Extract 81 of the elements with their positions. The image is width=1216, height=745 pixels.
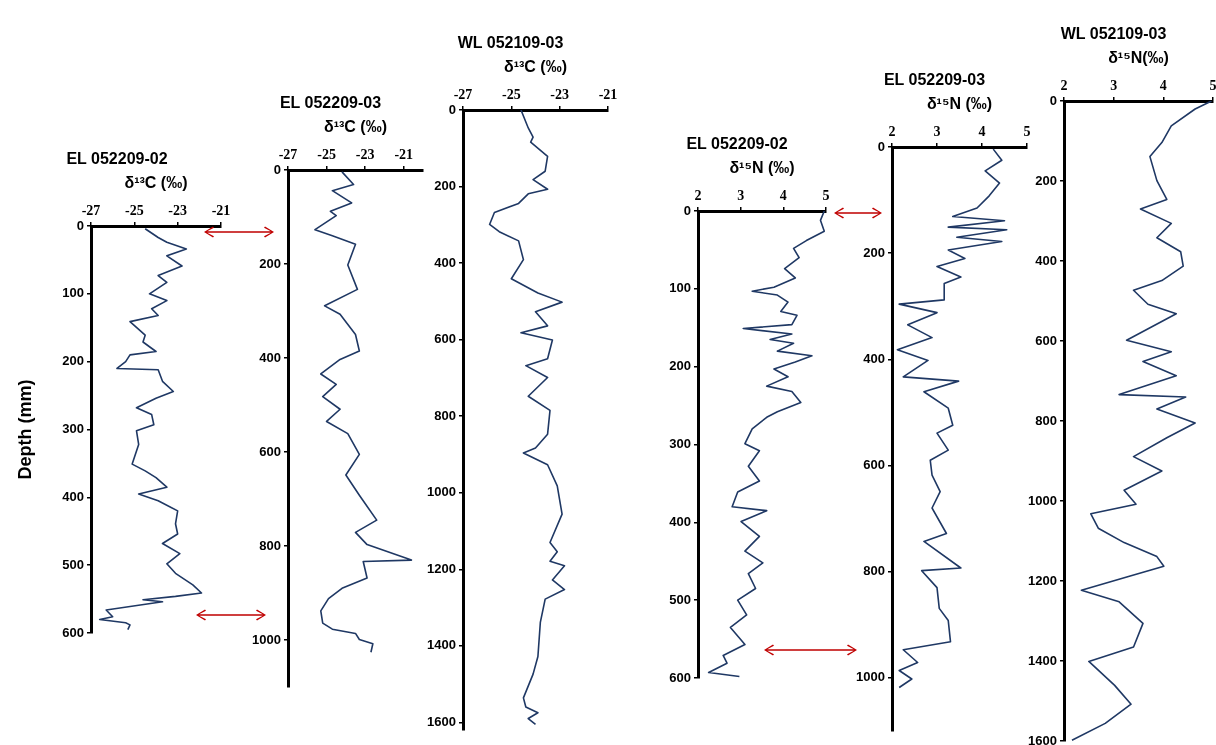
y-tick-label: 300 [669, 436, 691, 452]
y-tick-label: 500 [669, 591, 691, 607]
y-tick-label: 1400 [427, 637, 456, 653]
x-tick-label: 4 [978, 124, 986, 140]
y-tick-label: 1200 [427, 560, 456, 576]
x-tick-label: -23 [168, 203, 187, 219]
chart-title: WL 052109-03 [457, 34, 564, 52]
chart-title: EL 052209-02 [686, 135, 788, 153]
x-tick-label: 5 [1209, 78, 1216, 94]
y-tick-label: 0 [1049, 92, 1057, 108]
x-tick-label: -21 [394, 147, 414, 163]
x-tick-label: -25 [502, 87, 521, 103]
y-tick-label: 1600 [1028, 732, 1057, 745]
y-tick-label: 1000 [252, 631, 281, 647]
y-tick-label: 800 [434, 407, 456, 423]
x-tick-label: -25 [317, 147, 336, 163]
y-tick-label: 800 [1035, 412, 1057, 428]
y-tick-label: 1000 [856, 669, 885, 685]
x-axis-title: δ¹³C (‰) [323, 118, 388, 136]
y-tick-label: 0 [273, 161, 281, 177]
x-axis-title: δ¹³C (‰) [124, 174, 188, 192]
y-tick-label: 0 [877, 138, 885, 154]
y-tick-label: 800 [259, 537, 281, 553]
y-tick-label: 600 [259, 443, 281, 459]
y-tick-label: 300 [62, 421, 84, 437]
y-tick-label: 0 [76, 217, 84, 233]
x-tick-label: -27 [453, 87, 473, 103]
y-tick-label: 400 [1035, 252, 1057, 268]
y-tick-label: 200 [1035, 172, 1057, 188]
x-tick-label: 5 [1023, 124, 1031, 140]
y-tick-label: 400 [863, 350, 885, 366]
x-tick-label: 2 [888, 124, 896, 140]
x-tick-label: -23 [550, 87, 569, 103]
x-tick-label: 3 [737, 188, 745, 204]
y-tick-label: 0 [683, 202, 691, 218]
x-tick-label: -21 [211, 203, 231, 219]
y-tick-label: 600 [62, 624, 84, 640]
y-tick-label: 600 [863, 457, 885, 473]
chart-title: EL 052209-03 [279, 94, 382, 112]
y-tick-label: 1200 [1028, 572, 1057, 588]
y-tick-label: 0 [448, 101, 456, 117]
y-tick-label: 1600 [427, 713, 456, 729]
x-axis-title: δ¹⁵N (‰) [926, 95, 993, 113]
x-tick-label: 3 [1110, 78, 1118, 94]
y-axis-title: Depth (mm) [14, 379, 35, 480]
y-tick-label: 400 [62, 488, 84, 504]
y-tick-label: 400 [669, 513, 691, 529]
x-tick-label: 2 [1060, 78, 1068, 94]
y-tick-label: 600 [669, 669, 691, 685]
x-axis-title: δ¹³C (‰) [503, 58, 568, 76]
y-tick-label: 200 [669, 358, 691, 374]
y-tick-label: 100 [669, 280, 691, 296]
y-tick-label: 200 [434, 178, 456, 194]
chart-title: EL 052209-02 [66, 150, 168, 168]
y-tick-label: 500 [62, 556, 84, 572]
x-tick-label: -27 [278, 147, 298, 163]
y-tick-label: 400 [434, 254, 456, 270]
y-tick-label: 200 [259, 255, 281, 271]
x-tick-label: 5 [822, 188, 830, 204]
chart-title: WL 052109-03 [1060, 25, 1167, 43]
x-tick-label: 4 [779, 188, 787, 204]
y-tick-label: 1000 [427, 484, 456, 500]
y-tick-label: 600 [434, 331, 456, 347]
x-tick-label: -23 [355, 147, 375, 163]
y-tick-label: 200 [863, 244, 885, 260]
y-tick-label: 600 [1035, 332, 1057, 348]
y-tick-label: 200 [62, 353, 84, 369]
y-tick-label: 800 [863, 563, 885, 579]
x-tick-label: -25 [125, 203, 144, 219]
y-tick-label: 1000 [1028, 492, 1057, 508]
x-axis-title: δ¹⁵N(‰) [1108, 49, 1169, 67]
x-axis-title: δ¹⁵N (‰) [729, 159, 795, 177]
x-tick-label: -27 [81, 203, 101, 219]
x-tick-label: -21 [598, 87, 618, 103]
chart-title: EL 052209-03 [883, 71, 986, 89]
y-tick-label: 100 [62, 285, 84, 301]
y-tick-label: 1400 [1028, 652, 1057, 668]
x-tick-label: 4 [1159, 78, 1167, 94]
x-tick-label: 3 [933, 124, 941, 140]
x-tick-label: 2 [694, 188, 702, 204]
y-tick-label: 400 [259, 349, 281, 365]
